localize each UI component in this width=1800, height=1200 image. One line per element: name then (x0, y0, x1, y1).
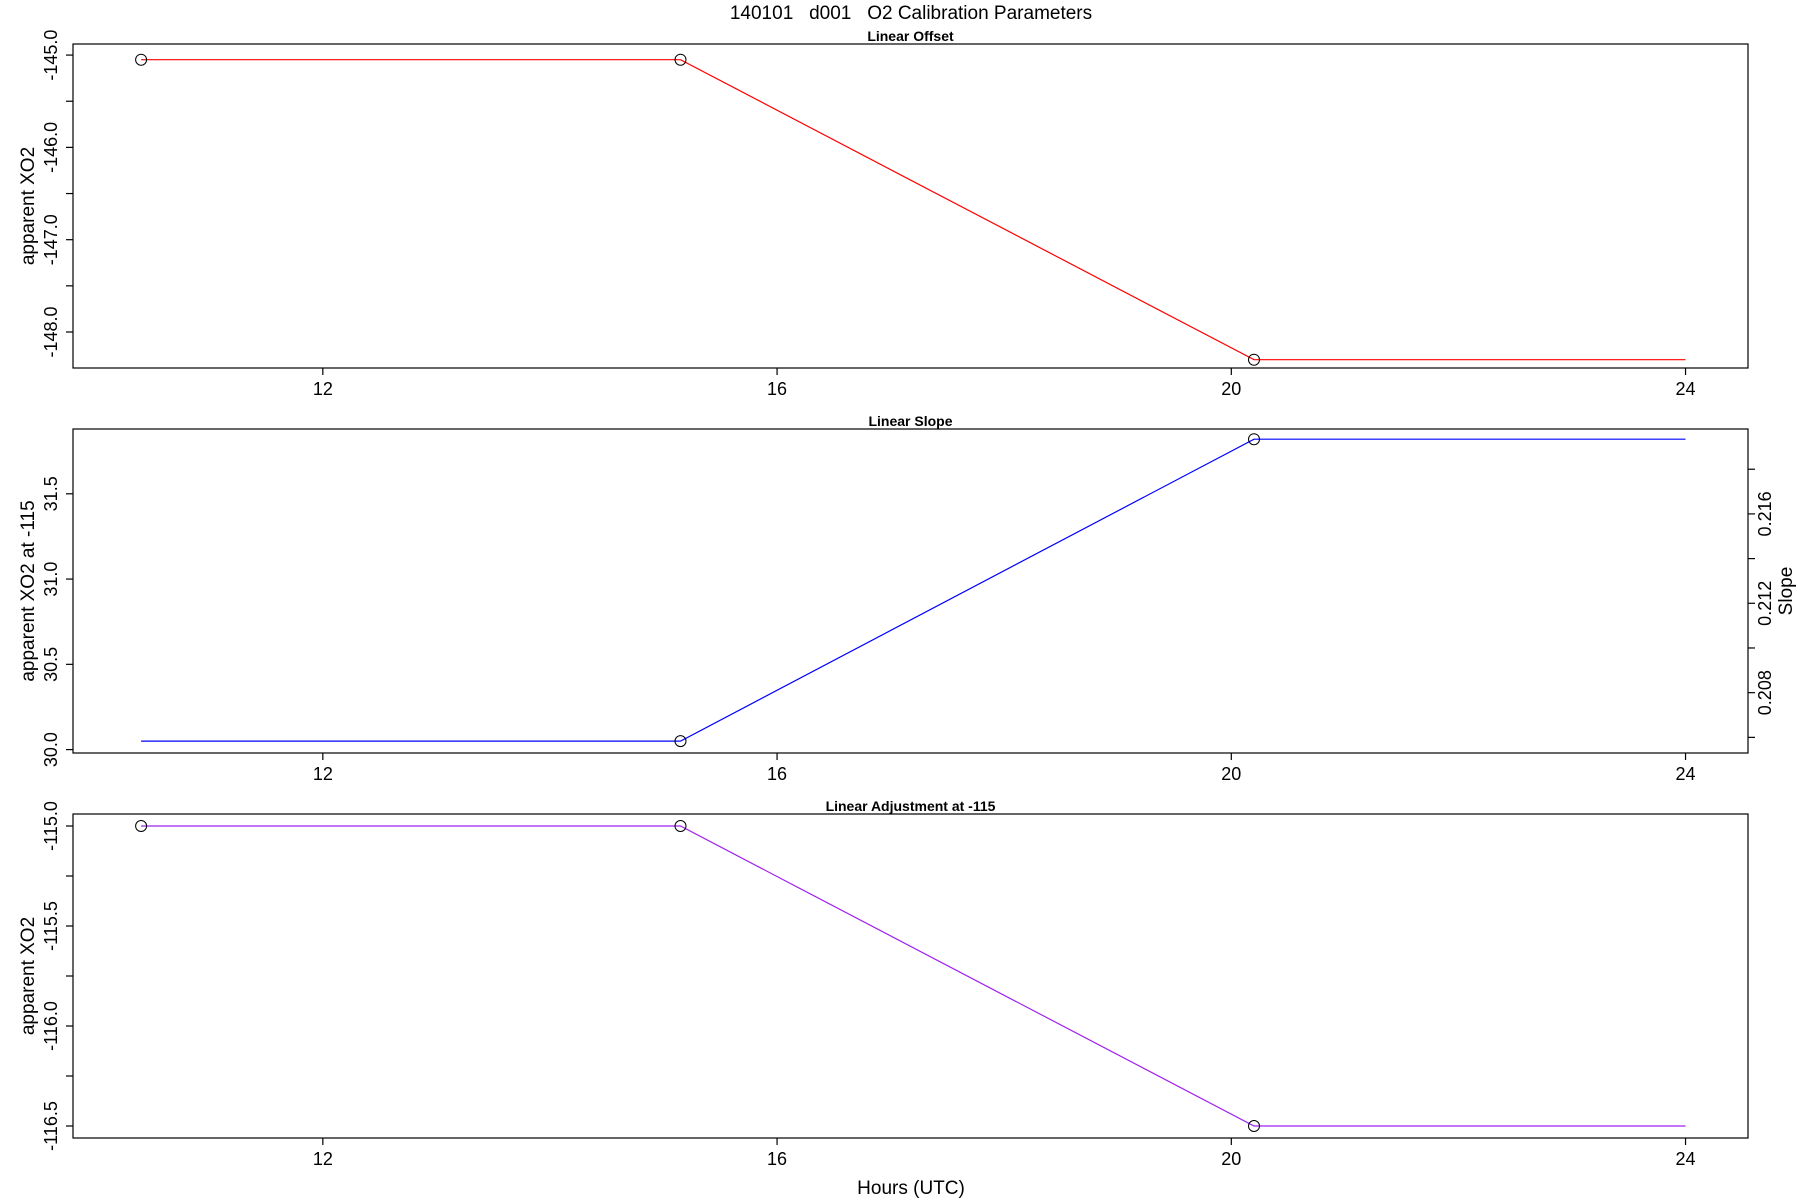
series-line-adjustment (141, 825, 1686, 1127)
data-point-adjustment (135, 820, 148, 832)
y-tick-label: -145.0 (41, 30, 61, 81)
panel-title-slope: Linear Slope (868, 413, 952, 429)
x-tick-label: 20 (1221, 764, 1241, 784)
plot-frame-slope (72, 428, 1749, 754)
x-tick-label: 24 (1676, 1149, 1696, 1169)
panel-title-offset: Linear Offset (867, 28, 954, 44)
panel-slope: Linear Slope apparent XO2 at -115 12 16 20 24… (18, 413, 1797, 784)
y-tick-label: -116.0 (41, 1001, 61, 1051)
x-tick-label: 12 (313, 1149, 333, 1169)
figure-title: 140101 d001 O2 Calibration Parameters (730, 3, 1092, 24)
y-tick-label: -115.5 (41, 901, 61, 951)
y-tick-label: -115.0 (41, 801, 61, 851)
y-axis-label-slope: apparent XO2 at -115 (18, 500, 39, 681)
plot-frame-adjustment (72, 813, 1749, 1139)
y-tick-label: -146.0 (41, 122, 61, 173)
x-tick-label: 12 (313, 764, 333, 784)
y-tick-label: 31.0 (41, 562, 61, 597)
y2-axis-label-slope: Slope (1776, 567, 1797, 616)
data-point-adjustment (1248, 1120, 1260, 1132)
data-point-offset (674, 53, 687, 66)
x-tick-label: 12 (313, 379, 333, 399)
panel-adjustment: Linear Adjustment at -115 apparent XO2 12 1… (18, 798, 1749, 1169)
y-axis-label-offset: apparent XO2 (18, 147, 39, 265)
y-tick-label: 30.0 (41, 732, 61, 767)
x-tick-label: 16 (767, 764, 787, 784)
x-tick-label: 20 (1221, 379, 1241, 399)
x-tick-label: 24 (1676, 764, 1696, 784)
x-tick-label: 16 (767, 379, 787, 399)
y-axis-label-adjustment: apparent XO2 (18, 917, 39, 1035)
y2-tick-label: 0.216 (1755, 491, 1775, 536)
data-point-offset (135, 53, 148, 66)
series-line-offset (141, 59, 1686, 361)
panels: Linear Offset apparent XO2 12 16 20 24 -145.0 -… (18, 28, 1797, 1169)
data-point-slope (1248, 433, 1260, 446)
y-tick-label: -148.0 (41, 306, 61, 357)
x-axis-label: Hours (UTC) (857, 1178, 965, 1199)
x-tick-label: 20 (1221, 1149, 1241, 1169)
y-tick-label: 31.5 (41, 476, 61, 511)
y-tick-label: -147.0 (41, 214, 61, 265)
data-point-offset (1248, 353, 1260, 366)
plot-frame-offset (72, 43, 1749, 369)
y-tick-label: -116.5 (41, 1101, 61, 1151)
x-tick-label: 16 (767, 1149, 787, 1169)
y2-tick-label: 0.212 (1755, 581, 1775, 626)
data-point-slope (674, 735, 687, 748)
data-point-adjustment (674, 820, 687, 832)
y2-tick-label: 0.208 (1755, 670, 1775, 715)
series-line-slope (141, 438, 1686, 742)
panel-offset: Linear Offset apparent XO2 12 16 20 24 -145.0 -… (18, 28, 1749, 399)
y-tick-label: 30.5 (41, 647, 61, 682)
panel-title-adjustment: Linear Adjustment at -115 (826, 798, 996, 814)
x-tick-label: 24 (1676, 379, 1696, 399)
